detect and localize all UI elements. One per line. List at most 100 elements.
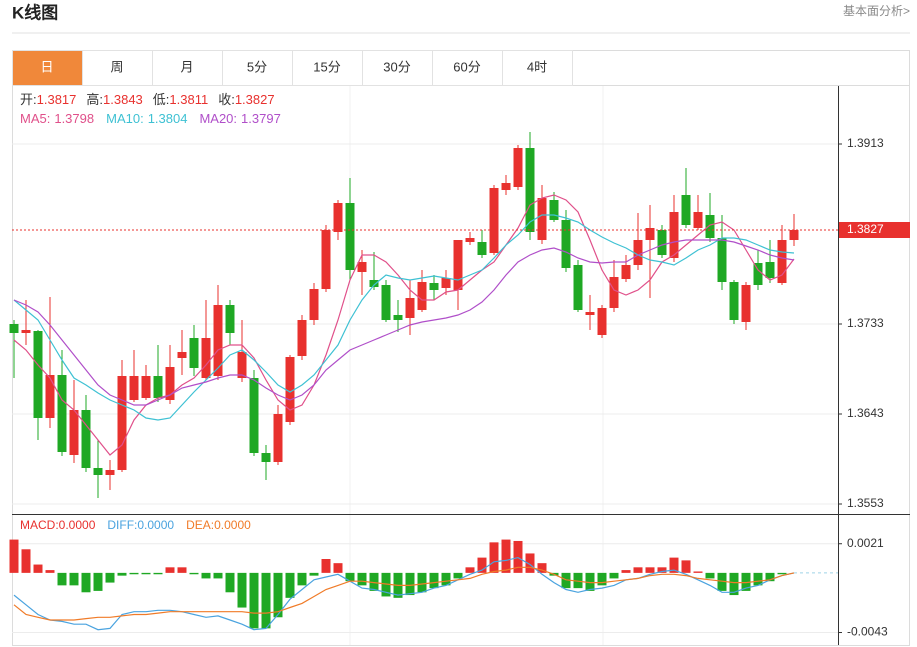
macd-bar	[213, 572, 223, 579]
macd-bar	[753, 572, 763, 586]
macd-bar	[33, 564, 43, 573]
macd-bar	[633, 567, 643, 573]
candle-body	[177, 352, 187, 358]
candle-body	[477, 242, 487, 255]
candle-body	[777, 240, 787, 283]
tab-label[interactable]: 日	[40, 59, 53, 74]
candle-body	[381, 285, 391, 320]
tab-label[interactable]: 30分	[383, 59, 410, 74]
macd-bar	[261, 572, 271, 629]
candle-body	[561, 220, 571, 268]
tab[interactable]	[12, 50, 83, 86]
candle-body	[201, 338, 211, 378]
candle-body	[417, 282, 427, 310]
candle-body	[573, 265, 583, 310]
macd-bar	[693, 571, 703, 573]
candle-body	[225, 305, 235, 333]
macd-bar	[381, 572, 391, 597]
candle-body	[753, 263, 763, 285]
tab[interactable]	[222, 50, 293, 86]
candle-body	[237, 352, 247, 378]
candle-body	[9, 324, 19, 333]
macd-bar	[513, 540, 523, 573]
macd-bar	[273, 572, 283, 618]
macd-bar	[57, 572, 67, 586]
candle-body	[633, 240, 643, 265]
grid	[12, 143, 842, 634]
legend-name: MA20:	[199, 111, 237, 126]
candle-body	[645, 228, 655, 240]
ohlc-info: 开:1.3817 高:1.3843 低:1.3811 收:1.3827	[20, 92, 275, 107]
candle-body	[165, 367, 175, 400]
candle-body	[105, 470, 115, 475]
macd-bar	[105, 572, 115, 583]
legend-name: DIFF:	[107, 518, 137, 532]
moving-average-line	[13, 239, 795, 406]
macd-bar	[177, 567, 187, 573]
macd-bar	[93, 572, 103, 591]
candle-body	[765, 262, 775, 278]
macd-bar	[465, 567, 475, 573]
macd-bar	[225, 572, 235, 593]
legend-name: MA5:	[20, 111, 50, 126]
tab-label[interactable]: 5分	[247, 59, 267, 74]
tab[interactable]	[502, 50, 573, 86]
macd-bar	[345, 572, 355, 582]
macd-bar	[717, 572, 727, 591]
macd-bar	[201, 572, 211, 579]
candle-body	[297, 320, 307, 356]
ohlc-value: 1.3817	[37, 92, 77, 107]
page-title: K线图	[12, 2, 58, 22]
macd-bar	[657, 567, 667, 573]
candle-body	[693, 212, 703, 228]
candle-body	[657, 230, 667, 255]
macd-bar	[669, 557, 679, 573]
legend: MA5: 1.3798 MA10: 1.3804 MA20: 1.3797	[20, 111, 281, 126]
candle-body	[249, 378, 259, 453]
candle-body	[729, 282, 739, 320]
legend-value: 0.0000	[137, 518, 174, 532]
legend-value: 0.0000	[214, 518, 251, 532]
labels: 1.3553 1.3643 1.3733 1.3913 0.0021 -0.0043 1.3…	[20, 92, 910, 639]
macd-bar	[573, 572, 583, 589]
tab-label[interactable]: 15分	[313, 59, 340, 74]
macd-bar	[729, 572, 739, 596]
candle-body	[261, 453, 271, 462]
macd-bar	[297, 572, 307, 586]
macd-bar	[417, 572, 427, 593]
macd-bar	[453, 572, 463, 579]
fundamental-link[interactable]: 基本面分析>	[843, 4, 910, 18]
y-tick-label: 1.3913	[847, 136, 884, 150]
candle-body	[333, 203, 343, 232]
candle-body	[513, 148, 523, 187]
candle-body	[405, 298, 415, 318]
macd-bar	[585, 572, 595, 591]
tab-label[interactable]: 周	[110, 59, 123, 74]
tab-label[interactable]: 4时	[527, 59, 547, 74]
tab-label[interactable]: 60分	[453, 59, 480, 74]
macd-bar	[597, 572, 607, 586]
macd-bar	[777, 572, 787, 575]
macd-bar	[525, 553, 535, 573]
macd-bar	[489, 542, 499, 573]
ohlc-key: 低:	[153, 92, 170, 107]
tab[interactable]	[432, 50, 503, 86]
candle-body	[309, 289, 319, 320]
legend-name: MA10:	[106, 111, 144, 126]
y-tick-label: 1.3733	[847, 316, 884, 330]
candle-body	[669, 212, 679, 258]
macd-line	[13, 566, 795, 621]
candle-body	[345, 203, 355, 270]
tab[interactable]	[292, 50, 363, 86]
candle-body	[393, 315, 403, 320]
macd-bar	[117, 572, 127, 576]
macd-bar	[69, 572, 79, 586]
candle-body	[153, 376, 163, 398]
macd-bar	[129, 572, 139, 575]
tab[interactable]	[362, 50, 433, 86]
candle-body	[441, 278, 451, 288]
macd-bar	[237, 572, 247, 608]
tab-label[interactable]: 月	[180, 59, 193, 74]
